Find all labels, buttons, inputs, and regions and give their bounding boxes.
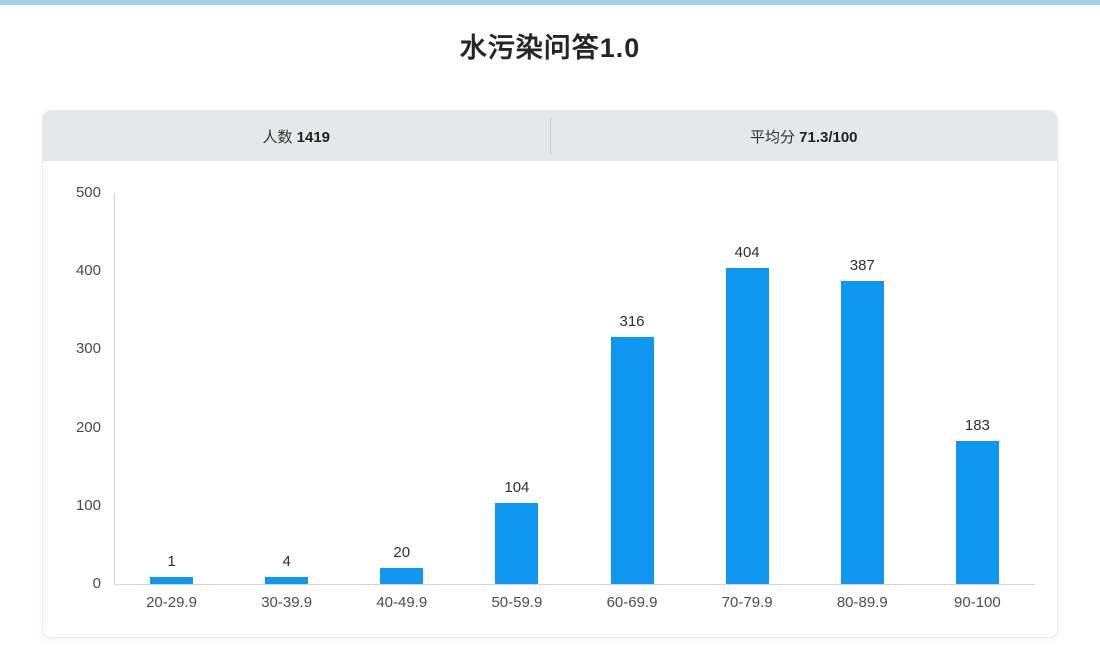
x-category-label: 20-29.9: [146, 594, 197, 611]
y-tick-label: 100: [75, 496, 101, 514]
bar-slot-70-79.9: 404: [690, 193, 805, 584]
bar-slot-90-100: 183: [920, 193, 1035, 584]
page-title: 水污染问答1.0: [459, 33, 641, 63]
bar-value-label: 104: [504, 479, 530, 496]
stats-average-value: 71.3/100: [799, 128, 858, 146]
bar-slot-80-89.9: 387: [805, 193, 920, 584]
stats-count-value: 1419: [296, 128, 331, 146]
bar-90-100: [955, 441, 999, 584]
chart-card: 人数 1419 平均分 71.3/100 0 100 200 300 400 500 1 2…: [42, 110, 1058, 638]
bar-value-label: 316: [619, 313, 645, 330]
bar-slot-20-29.9: 1: [114, 193, 229, 584]
x-category-label: 70-79.9: [721, 594, 773, 611]
stats-count-label: 人数: [262, 128, 297, 146]
x-category-label: 50-59.9: [491, 594, 543, 611]
y-tick-label: 300: [75, 340, 101, 358]
bar-60-69.9: [610, 337, 654, 584]
bar-value-label: 1: [167, 553, 176, 570]
y-tick-label: 400: [75, 262, 101, 280]
bar-slot-50-59.9: 104: [459, 193, 574, 584]
bar-80-89.9: [840, 281, 884, 584]
bar-slot-30-39.9: 4: [229, 193, 344, 584]
bar-value-label: 387: [849, 257, 875, 274]
y-tick-label: 0: [92, 575, 101, 592]
bar-40-49.9: [380, 568, 424, 584]
x-category-label: 40-49.9: [376, 594, 428, 611]
stats-average: 平均分 71.3/100: [551, 126, 1058, 147]
bar-70-79.9: [725, 268, 769, 584]
stats-divider: [549, 118, 551, 154]
stats-average-label: 平均分: [749, 128, 800, 146]
y-tick-label: 500: [75, 184, 101, 201]
bar-30-39.9: [265, 577, 309, 584]
bar-slot-60-69.9: 316: [575, 193, 690, 584]
bar-20-29.9: [150, 577, 193, 584]
bar-value-label: 4: [282, 553, 291, 570]
x-category-label: 60-69.9: [606, 594, 658, 611]
x-category-label: 90-100: [954, 594, 1001, 611]
top-edge-strip: [0, 0, 1100, 5]
stats-bar: 人数 1419 平均分 71.3/100: [43, 111, 1057, 161]
x-axis-line: [114, 584, 1035, 585]
x-category-label: 30-39.9: [261, 594, 313, 611]
bar-chart: 0 100 200 300 400 500 1 20-29.9 4 30-39.9 20 40-49…: [43, 161, 1057, 639]
bar-50-59.9: [495, 503, 539, 584]
bar-slot-40-49.9: 20: [344, 193, 459, 584]
bar-value-label: 20: [393, 544, 411, 561]
bar-value-label: 183: [964, 417, 990, 434]
bar-value-label: 404: [734, 244, 760, 261]
y-tick-label: 200: [75, 418, 101, 436]
y-axis-line: [114, 193, 115, 584]
stats-count: 人数 1419: [43, 126, 550, 147]
x-category-label: 80-89.9: [836, 594, 888, 611]
